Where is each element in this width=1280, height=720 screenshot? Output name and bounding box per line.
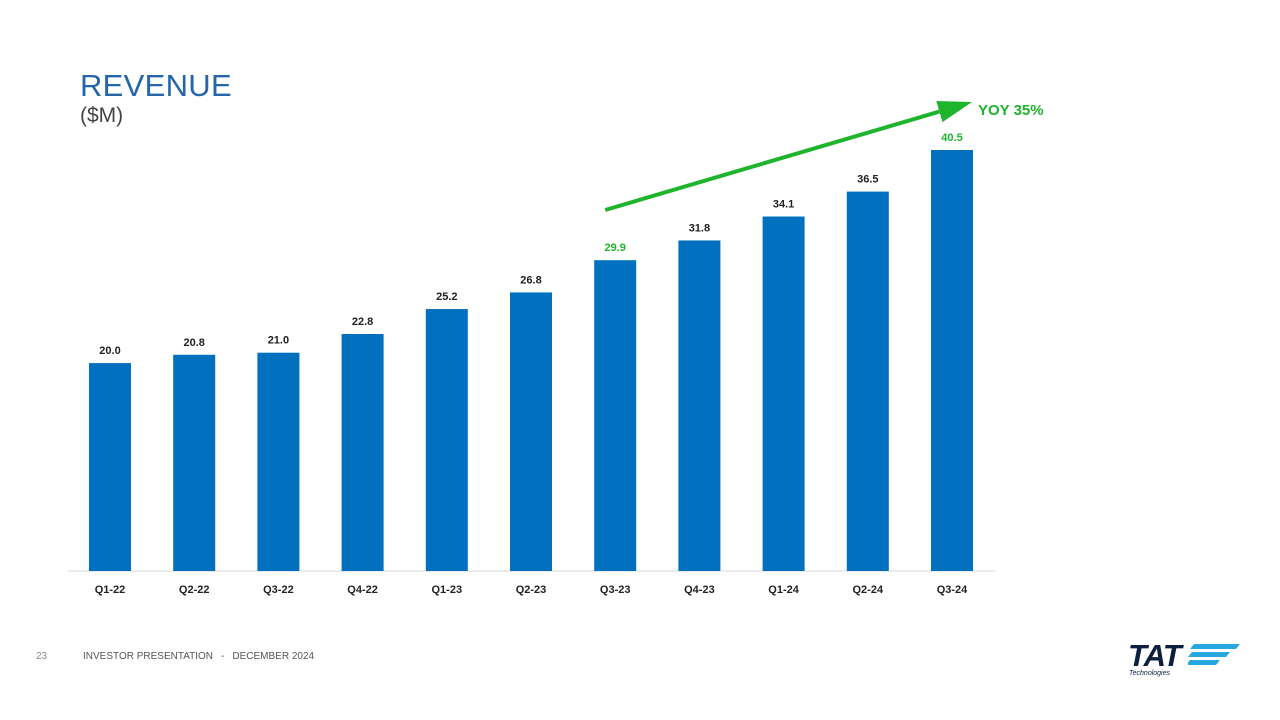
bar-q3-22 — [257, 352, 300, 571]
footer-date: DECEMBER 2024 — [232, 651, 315, 662]
data-label-q2-24: 36.5 — [857, 174, 878, 186]
tick-label-q3-24: Q3-24 — [937, 584, 968, 596]
data-label-q3-22: 21.0 — [268, 335, 289, 347]
logo-stripes-icon — [1188, 644, 1240, 665]
footer-separator: - — [221, 651, 225, 662]
tick-label-q4-23: Q4-23 — [684, 584, 715, 596]
bar-q1-24 — [762, 216, 805, 572]
trend-arrow-head — [936, 101, 972, 123]
data-label-q4-23: 31.8 — [689, 222, 710, 234]
bar-q4-22 — [341, 333, 384, 571]
tick-label-q1-24: Q1-24 — [768, 584, 799, 596]
data-label-q1-24: 34.1 — [773, 199, 794, 211]
logo-wordmark: TAT — [1128, 638, 1182, 673]
yoy-growth-annotation: YOY 35% — [978, 102, 1044, 119]
tick-label-q2-23: Q2-23 — [516, 584, 547, 596]
company-logo: TAT Technologies — [1126, 638, 1242, 682]
tick-label-q2-22: Q2-22 — [179, 584, 210, 596]
page-number: 23 — [36, 651, 48, 662]
bar-q4-23 — [678, 240, 721, 571]
bar-q2-24 — [846, 191, 889, 571]
tick-label-q2-24: Q2-24 — [853, 584, 884, 596]
data-label-q2-23: 26.8 — [520, 274, 541, 286]
bar-q1-23 — [425, 309, 468, 571]
trend-arrow-shaft — [604, 109, 940, 212]
data-label-q2-22: 20.8 — [183, 337, 204, 349]
tick-label-q1-22: Q1-22 — [95, 584, 126, 596]
data-label-q3-24: 40.5 — [941, 132, 962, 144]
bar-q1-22 — [89, 363, 131, 571]
page-title: REVENUE — [80, 68, 232, 103]
data-label-q3-23: 29.9 — [604, 242, 625, 254]
footer-doc-title: INVESTOR PRESENTATION — [83, 651, 214, 662]
tick-label-q3-22: Q3-22 — [263, 584, 294, 596]
data-label-q1-23: 25.2 — [436, 291, 457, 303]
logo-tagline: Technologies — [1129, 670, 1170, 677]
bar-q3-23 — [594, 260, 637, 571]
bar-q2-22 — [173, 354, 216, 571]
tick-label-q4-22: Q4-22 — [347, 584, 378, 596]
tick-label-q1-23: Q1-23 — [432, 584, 463, 596]
units-label: ($M) — [80, 104, 124, 127]
data-label-q1-22: 20.0 — [99, 345, 120, 357]
bar-q3-24 — [931, 150, 973, 571]
tick-label-q3-23: Q3-23 — [600, 584, 631, 596]
bar-q2-23 — [510, 292, 552, 571]
data-label-q4-22: 22.8 — [352, 316, 373, 328]
revenue-bar-chart: 20.0 Q1-22 20.8 Q2-22 21.0 Q3-22 22.8 Q4-22 25.2… — [68, 101, 1044, 596]
footer-caption: INVESTOR PRESENTATION - DECEMBER 2024 — [83, 651, 314, 662]
